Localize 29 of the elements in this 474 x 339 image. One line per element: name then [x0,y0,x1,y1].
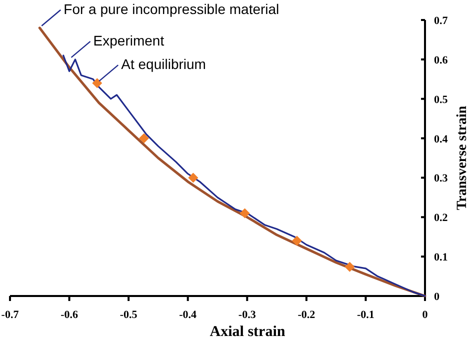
annotation: At equilibrium [121,56,206,72]
y-tick-label: 0.7 [434,15,448,27]
x-tick-label: -0.6 [60,309,78,321]
x-tick-label: 0 [422,309,428,321]
point [138,133,149,144]
line-series [38,26,426,298]
y-tick-label: 0.6 [434,54,448,66]
annotation: For a pure incompressible material [64,0,280,17]
point [292,236,302,246]
x-tick-label: -0.7 [1,309,20,321]
x-tick-label: -0.1 [357,309,374,321]
point [92,78,102,88]
x-axis-title: Axial strain [210,324,286,339]
y-tick-label: 0.4 [434,133,448,146]
point [240,208,250,218]
x-tick-label: -0.2 [298,309,316,321]
annotation: Experiment [93,32,164,48]
line-series [62,54,426,297]
y-tick-label: 0 [434,291,440,303]
y-tick-label: 0.3 [434,172,448,185]
x-tick-label: -0.3 [238,309,256,321]
y-tick-label: 0.2 [434,212,448,224]
x-tick-label: -0.4 [179,309,198,321]
point [344,262,355,272]
y-tick-label: 0.1 [434,252,448,264]
y-axis-title: Transverse strain [455,106,470,210]
x-tick-label: -0.5 [120,309,138,321]
y-tick-label: 0.5 [434,94,448,106]
point [188,172,198,183]
